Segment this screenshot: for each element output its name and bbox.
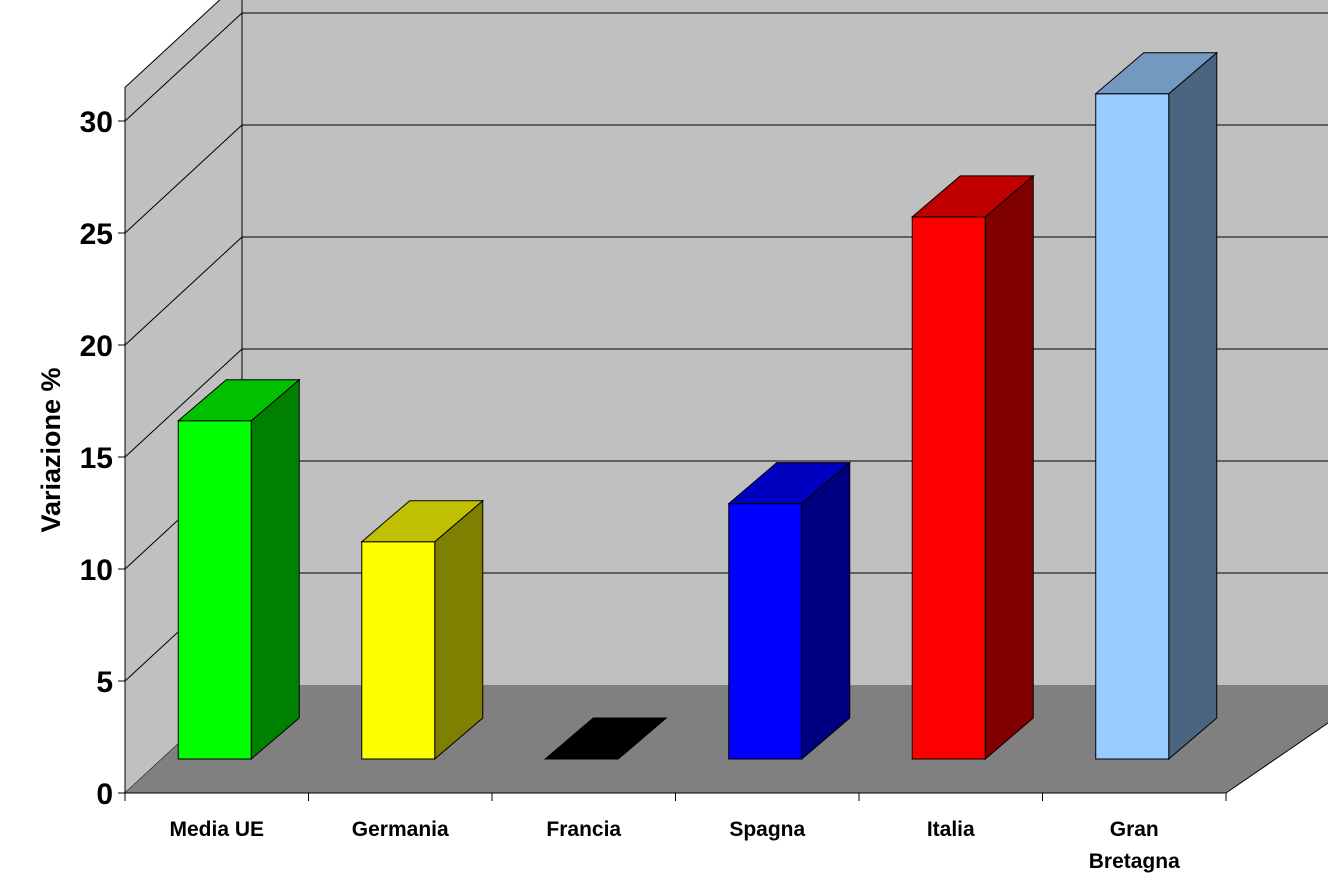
x-tick-label-line: Media UE [169, 818, 264, 841]
x-tick-label: Francia [546, 818, 621, 841]
bar-side [1168, 51, 1218, 761]
gridline-side [124, 124, 243, 234]
y-tick-labels: 0 5 10 15 20 25 30 [80, 106, 113, 811]
bar-top [176, 379, 301, 422]
y-tick-label: 0 [96, 778, 113, 811]
bar-side [801, 461, 851, 761]
gridline-side [124, 12, 243, 122]
bar-front [361, 541, 436, 760]
bar-front [728, 503, 803, 760]
x-tick-label-line: Italia [927, 818, 975, 841]
y-tick-label: 20 [80, 330, 113, 363]
y-axis-title: Variazione % [36, 367, 66, 532]
bar-4 [727, 461, 852, 761]
y-tick-label: 15 [80, 442, 113, 475]
bar-1 [176, 378, 301, 761]
floor-edge [1225, 722, 1328, 794]
bar-2 [360, 499, 485, 761]
bar-side [250, 378, 300, 761]
x-tick-labels: Media UE Germania Francia Spagna Italia Gran B… [169, 818, 1180, 873]
gridline-side [124, 348, 243, 458]
x-tick-label: Gran Bretagna [1089, 818, 1180, 873]
bar-3 [543, 717, 668, 760]
y-tick-label: 30 [80, 106, 113, 139]
axes [118, 87, 1328, 801]
back-wall [242, 0, 1328, 685]
bar-side [434, 499, 484, 761]
bar-front [1095, 93, 1170, 760]
bars [176, 51, 1219, 761]
bar-5 [910, 174, 1035, 761]
x-tick-label-line: Spagna [729, 818, 805, 841]
y-tick-label: 25 [80, 218, 113, 251]
bar-top [360, 500, 485, 543]
x-tick-label-line: Germania [352, 818, 449, 841]
x-tick-label: Italia [927, 818, 975, 841]
bar-top [543, 717, 668, 760]
x-tick-label-line: Gran [1110, 818, 1159, 841]
gridline-side [124, 236, 243, 346]
bar-6 [1094, 51, 1219, 761]
x-tick-label: Spagna [729, 818, 805, 841]
bar-top [910, 175, 1035, 218]
bar-top [1094, 52, 1219, 95]
x-tick-label: Media UE [169, 818, 264, 841]
y-tick-label: 5 [96, 666, 113, 699]
bar-front [177, 420, 252, 760]
bar-side [984, 174, 1034, 761]
x-tick-label-line: Bretagna [1089, 850, 1180, 873]
bar-top [727, 462, 852, 505]
bar-front [911, 216, 986, 760]
x-tick-label-line: Francia [546, 818, 621, 841]
y-tick-label: 10 [80, 554, 113, 587]
x-tick-label: Germania [352, 818, 449, 841]
